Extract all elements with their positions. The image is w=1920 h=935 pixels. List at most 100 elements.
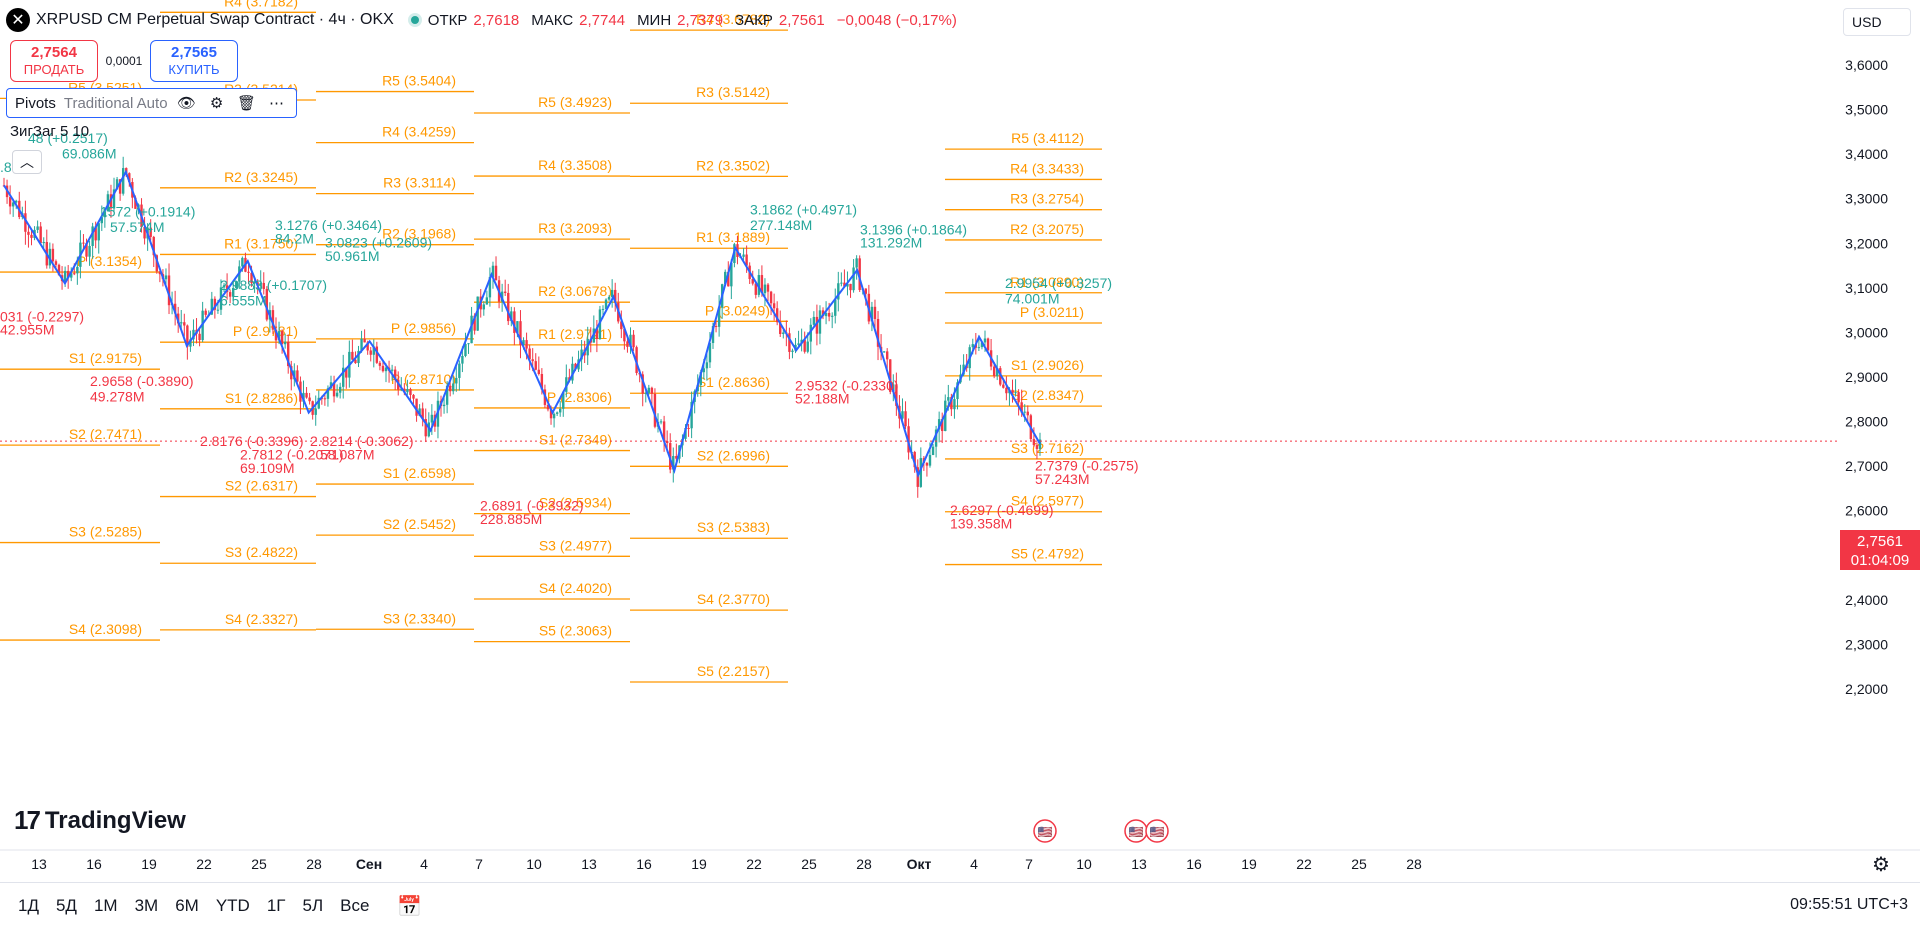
candle-body — [100, 217, 103, 224]
candle-body — [351, 351, 354, 360]
symbol-title[interactable]: XRPUSD CM Perpetual Swap Contract · 4ч ·… — [36, 11, 394, 28]
tradingview-logo[interactable]: 17 TradingView — [14, 805, 186, 836]
settings-icon[interactable]: ⚙ — [209, 95, 224, 112]
currency-select[interactable]: USD — [1843, 8, 1911, 36]
pivot-level-label: R2 (3.3502) — [696, 157, 770, 173]
candle-body — [1002, 384, 1005, 388]
candle-body — [546, 404, 550, 410]
x-tick-label: 19 — [141, 856, 157, 872]
candle-body — [448, 385, 452, 392]
pivot-level-label: P (3.0211) — [1020, 304, 1084, 320]
tradingview-logo-icon: 17 — [14, 805, 41, 835]
candle-body — [644, 392, 647, 394]
candle-body — [485, 297, 489, 305]
candle-body — [381, 365, 385, 372]
candle-body — [632, 334, 635, 348]
candle-body — [232, 288, 235, 297]
candle-body — [552, 413, 556, 419]
trash-icon[interactable]: 🗑 — [237, 95, 257, 112]
pivot-level-label: R4 (3.6782) — [696, 11, 770, 27]
us-flag-glyph: 🇺🇸 — [1150, 825, 1165, 839]
candle-body — [210, 298, 214, 315]
zigzag-annotation: 131.292M — [860, 235, 922, 251]
pivot-level-label: S1 (2.7349) — [539, 432, 612, 448]
pivot-level-label: R5 (3.4923) — [538, 94, 612, 110]
sell-button[interactable]: 2,7564 ПРОДАТЬ — [10, 40, 98, 82]
buy-button[interactable]: 2,7565 КУПИТЬ — [150, 40, 238, 82]
candle-body — [525, 340, 528, 349]
zigzag-annotation: 58.087M — [320, 446, 374, 462]
period-1m[interactable]: 1М — [93, 896, 118, 915]
candle-body — [855, 258, 858, 268]
period-1d[interactable]: 1Д — [18, 896, 39, 915]
candle-body — [702, 368, 706, 373]
candle-body — [421, 408, 424, 419]
candle-body — [953, 399, 956, 410]
last-price-value: 2,7561 — [1857, 533, 1903, 550]
pivot-level-label: S2 (2.5452) — [383, 516, 456, 532]
eye-icon[interactable]: 👁 — [177, 95, 197, 112]
y-tick-label: 3,2000 — [1845, 235, 1888, 251]
candle-body — [730, 263, 733, 287]
collapse-legend-button[interactable]: ︿ — [12, 150, 42, 174]
candle-body — [473, 315, 476, 331]
candle-body — [241, 257, 244, 267]
candle-body — [843, 282, 846, 287]
candle-body — [925, 462, 929, 466]
candle-body — [491, 265, 495, 277]
pivot-level-label: R3 (3.3114) — [383, 175, 456, 191]
candle-body — [155, 255, 159, 272]
zigzag-annotation: 57.243M — [1035, 471, 1089, 487]
candle-body — [827, 312, 831, 317]
period-6m[interactable]: 6М — [175, 896, 199, 915]
candle-body — [727, 271, 730, 287]
x-tick-label: 28 — [306, 856, 322, 872]
pivot-level-label: S4 (2.5977) — [1011, 493, 1084, 509]
candle-body — [895, 384, 898, 406]
more-icon[interactable]: ⋯ — [269, 95, 285, 112]
candle-body — [876, 318, 880, 347]
x-tick-label: 25 — [1351, 856, 1367, 872]
candle-body — [354, 359, 357, 364]
candle-body — [82, 242, 85, 244]
pivot-level-label: S2 (2.6317) — [225, 478, 298, 494]
zigzag-annotation: 228.885M — [480, 511, 542, 527]
candle-body — [540, 373, 544, 390]
spread-value: 0,0001 — [105, 54, 143, 68]
candle-body — [488, 276, 492, 298]
candle-body — [149, 227, 152, 237]
candle-body — [259, 282, 262, 286]
pivot-level-label: S5 (2.2157) — [697, 663, 770, 679]
calendar-icon[interactable]: 📅 — [397, 895, 423, 918]
period-ytd[interactable]: YTD — [215, 896, 250, 915]
pivot-level-label: P (2.9856) — [391, 320, 456, 336]
zigzag-annotation: 031 (-0.2297) — [0, 308, 84, 324]
pivot-level-label: P (3.1354) — [77, 253, 142, 269]
candle-body — [314, 408, 317, 415]
y-tick-label: 3,4000 — [1845, 146, 1888, 162]
x-tick-label: 22 — [1296, 856, 1312, 872]
pivots-indicator-legend[interactable]: Pivots Traditional Auto 👁 ⚙ 🗑 ⋯ — [6, 88, 297, 118]
close-icon[interactable]: ✕ — [6, 8, 30, 32]
x-tick-label: 10 — [526, 856, 542, 872]
period-all[interactable]: Все — [340, 896, 370, 915]
zigzag-indicator-legend[interactable]: ЗигЗаг 5 10 — [10, 123, 90, 140]
period-5d[interactable]: 5Д — [55, 896, 77, 915]
pivot-level-label: S2 (2.8347) — [1011, 387, 1084, 403]
candle-body — [751, 279, 754, 284]
candle-body — [821, 310, 825, 317]
zigzag-annotation: 69.086M — [62, 146, 116, 162]
ohlc-open-label: ОТКР — [427, 11, 468, 29]
candle-body — [882, 351, 886, 353]
candle-body — [571, 363, 574, 381]
candle-body — [516, 321, 519, 333]
period-3m[interactable]: 3М — [134, 896, 159, 915]
clock[interactable]: 09:55:51 UTC+3 — [1790, 896, 1908, 913]
logo-text: TradingView — [44, 806, 186, 834]
period-1y[interactable]: 1Г — [266, 896, 286, 915]
axis-settings-icon[interactable]: ⚙ — [1872, 854, 1890, 876]
period-5y[interactable]: 5Л — [302, 896, 324, 915]
candle-body — [317, 397, 320, 409]
pivot-level-label: S4 (2.3327) — [225, 611, 298, 627]
